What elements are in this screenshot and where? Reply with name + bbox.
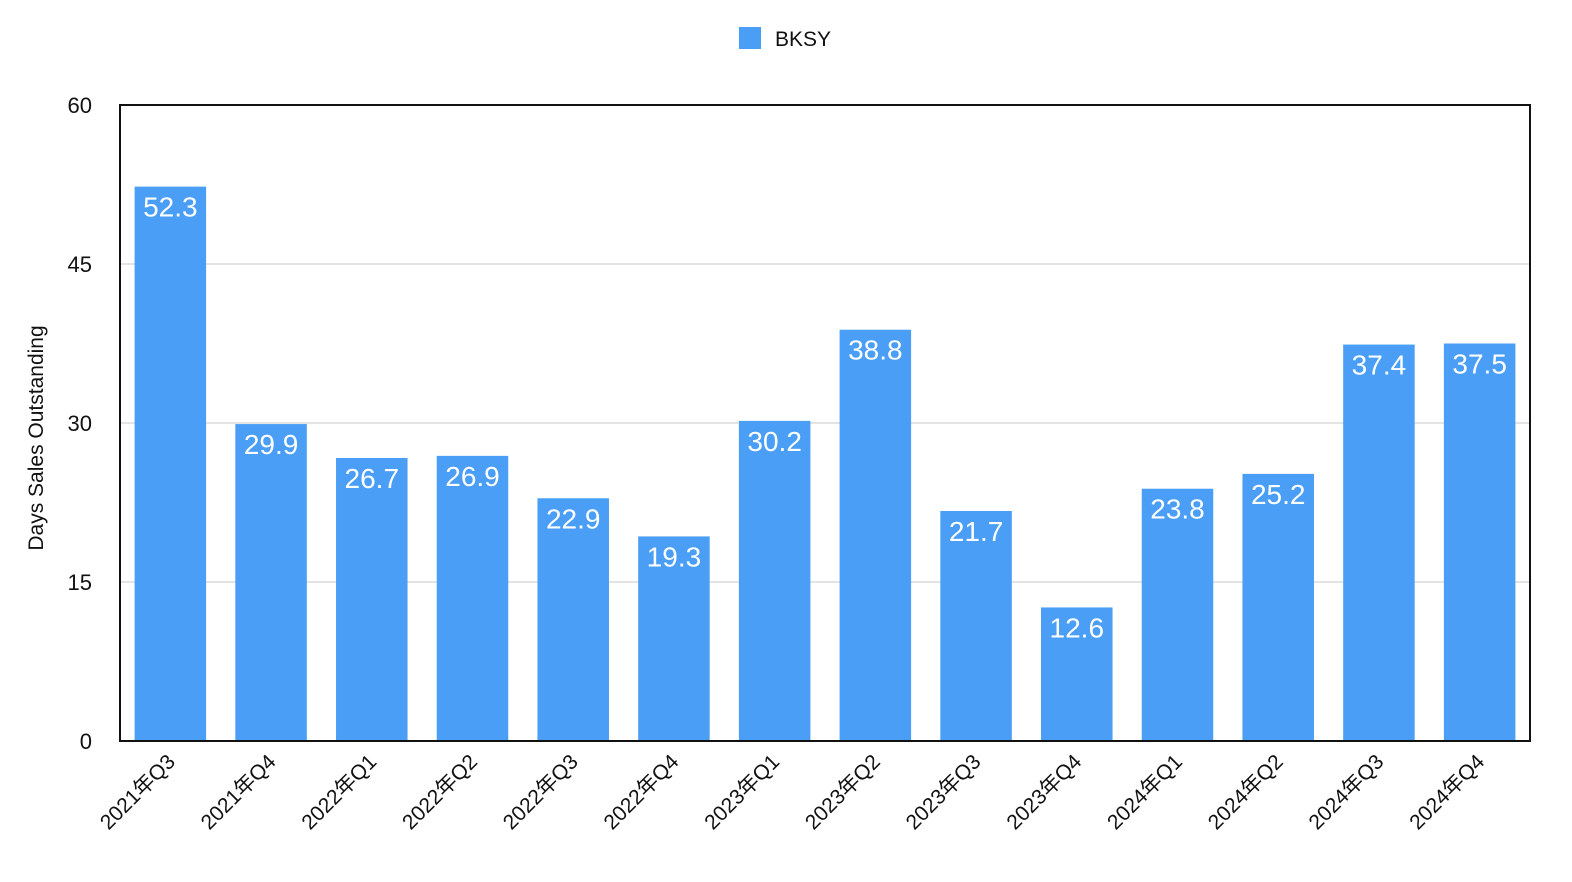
data-label: 23.8 <box>1150 494 1205 525</box>
legend-swatch <box>739 27 761 49</box>
data-label: 38.8 <box>848 335 903 366</box>
x-axis-ticks: 2021年Q3 2021年Q4 2022年Q1 2022年Q2 2022年Q3 2022年… <box>96 750 1489 834</box>
y-tick-label: 60 <box>68 93 92 118</box>
y-tick-label: 45 <box>68 252 92 277</box>
data-label: 12.6 <box>1050 612 1105 643</box>
bar <box>1242 473 1314 741</box>
legend-label-bksy: BKSY <box>775 28 831 51</box>
data-label: 21.7 <box>949 516 1004 547</box>
bar <box>638 536 710 741</box>
bar <box>839 329 912 741</box>
bar <box>1141 488 1214 741</box>
x-tick-label: 2022年Q2 <box>398 750 482 834</box>
x-tick-label: 2021年Q4 <box>197 750 281 834</box>
bar <box>235 424 307 741</box>
x-tick-label: 2023年Q3 <box>902 750 986 834</box>
y-tick-label: 30 <box>68 411 92 436</box>
data-label: 30.2 <box>747 426 802 457</box>
x-tick-label: 2023年Q1 <box>700 750 784 834</box>
bar <box>940 510 1012 741</box>
data-labels: 52.3 29.9 26.7 26.9 22.9 19.3 30.2 38.8 21.7 12.6… <box>143 192 1507 644</box>
gridlines <box>120 263 1530 583</box>
data-label: 26.7 <box>345 463 400 494</box>
bar <box>134 186 207 741</box>
bars <box>134 186 1516 741</box>
y-tick-label: 0 <box>80 729 92 754</box>
x-tick-label: 2024年Q4 <box>1405 750 1489 834</box>
x-tick-label: 2024年Q3 <box>1305 750 1389 834</box>
x-tick-label: 2021年Q3 <box>96 750 180 834</box>
data-label: 22.9 <box>546 503 601 534</box>
bar <box>537 498 609 741</box>
y-tick-label: 15 <box>68 570 92 595</box>
x-tick-label: 2023年Q2 <box>801 750 885 834</box>
legend: BKSY <box>739 27 831 51</box>
x-tick-label: 2022年Q1 <box>297 750 381 834</box>
y-axis-ticks: 0 15 30 45 60 <box>68 93 92 754</box>
data-label: 29.9 <box>244 429 299 460</box>
data-label: 52.3 <box>143 192 198 223</box>
data-label: 26.9 <box>445 461 500 492</box>
y-axis-title: Days Sales Outstanding <box>25 325 48 550</box>
bar <box>1343 344 1415 741</box>
bar <box>1443 343 1516 741</box>
data-label: 25.2 <box>1251 479 1306 510</box>
bar <box>1041 607 1113 741</box>
data-label: 19.3 <box>647 541 702 572</box>
x-tick-label: 2024年Q2 <box>1204 750 1288 834</box>
bar <box>436 455 509 741</box>
x-tick-label: 2022年Q4 <box>600 750 684 834</box>
plot-area-frame <box>119 104 1531 742</box>
bar <box>336 457 408 741</box>
x-tick-label: 2022年Q3 <box>499 750 583 834</box>
data-label: 37.4 <box>1352 350 1407 381</box>
data-label: 37.5 <box>1452 349 1507 380</box>
bar <box>738 420 811 741</box>
x-tick-label: 2024年Q1 <box>1103 750 1187 834</box>
x-tick-label: 2023年Q4 <box>1002 750 1086 834</box>
